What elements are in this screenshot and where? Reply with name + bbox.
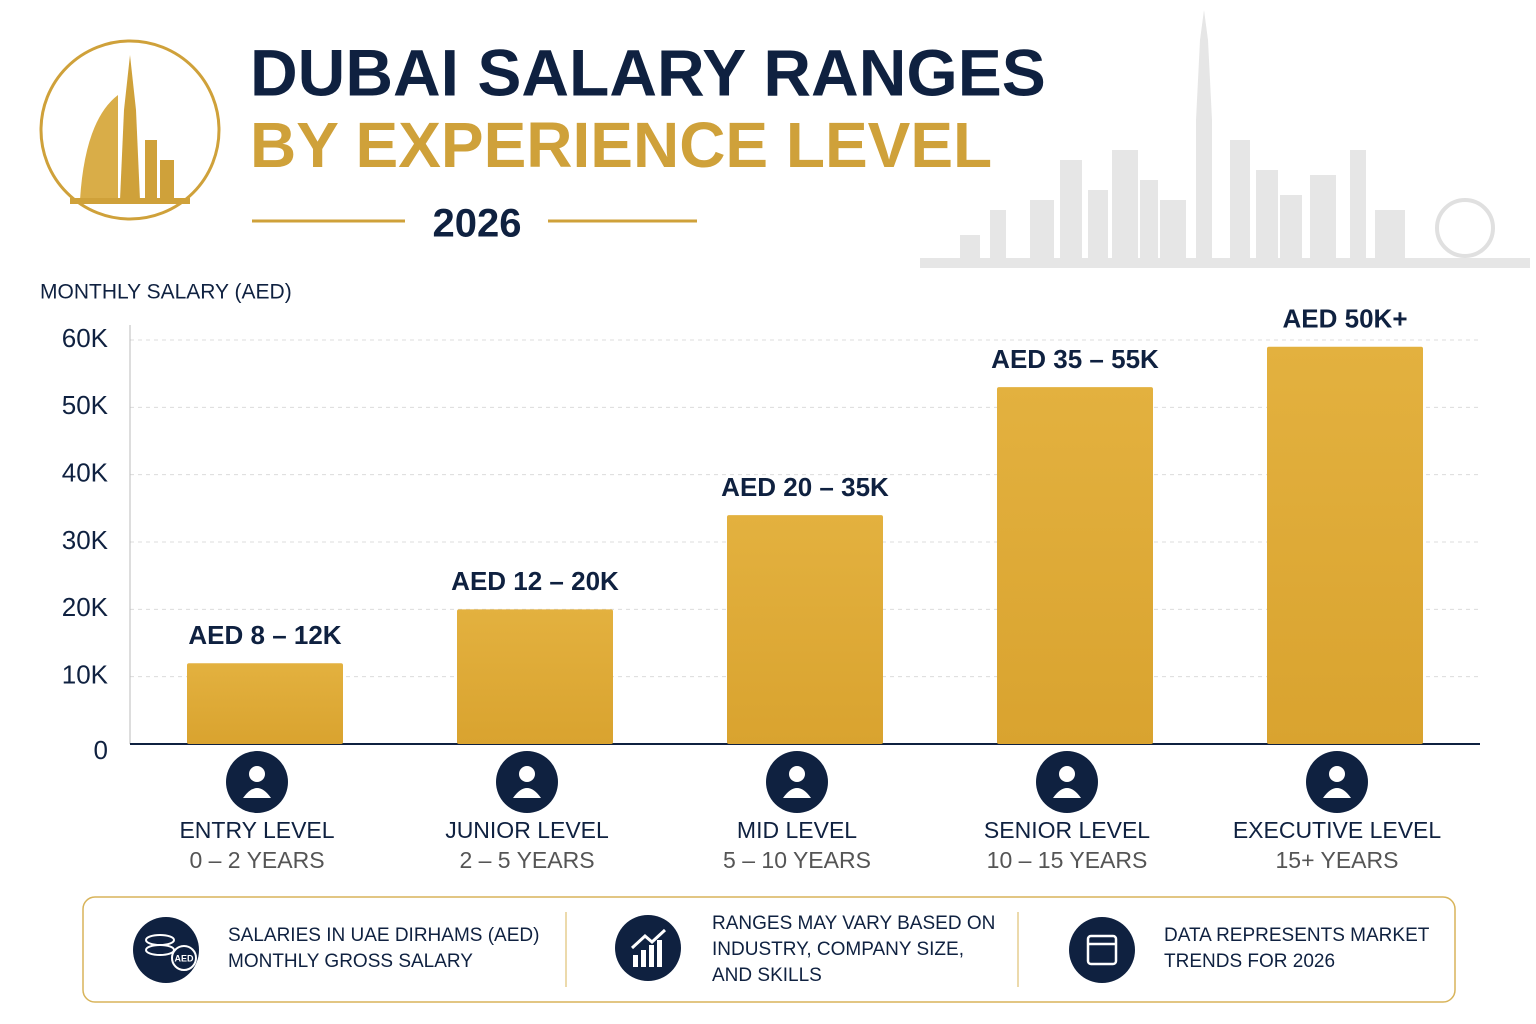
y-tick-label: 50K xyxy=(62,390,109,420)
subtitle: BY EXPERIENCE LEVEL xyxy=(250,109,992,181)
icon-head xyxy=(519,766,535,782)
footer-note: SALARIES IN UAE DIRHAMS (AED) xyxy=(228,925,539,946)
level-icon xyxy=(1306,751,1368,813)
level-icon xyxy=(766,751,828,813)
range-label: AED 8 – 12K xyxy=(188,620,341,650)
range-label: AED 20 – 35K xyxy=(721,472,889,502)
experience-label: 15+ YEARS xyxy=(1276,847,1399,873)
icon-head xyxy=(789,766,805,782)
logo xyxy=(39,39,221,221)
icon-body xyxy=(243,788,271,798)
footer-note: DATA REPRESENTS MARKET xyxy=(1164,925,1430,946)
bar xyxy=(187,663,343,744)
bar xyxy=(1267,346,1423,744)
year: 2026 xyxy=(433,202,522,246)
experience-label: 0 – 2 YEARS xyxy=(189,847,324,873)
range-label: AED 35 – 55K xyxy=(991,344,1159,374)
icon-head xyxy=(1059,766,1075,782)
range-label: AED 50K+ xyxy=(1283,304,1408,334)
y-tick-label: 0 xyxy=(94,735,108,765)
x-tick-label: EXECUTIVE LEVEL xyxy=(1233,817,1442,843)
experience-label: 2 – 5 YEARS xyxy=(459,847,594,873)
y-tick-label: 20K xyxy=(62,592,109,622)
skyline xyxy=(920,10,1530,268)
icon-head xyxy=(249,766,265,782)
level-icon xyxy=(226,751,288,813)
y-tick-label: 60K xyxy=(62,323,109,353)
bar xyxy=(727,515,883,744)
footer-note: AND SKILLS xyxy=(712,965,822,986)
level-icon xyxy=(496,751,558,813)
x-tick-label: SENIOR LEVEL xyxy=(984,817,1150,843)
experience-label: 5 – 10 YEARS xyxy=(723,847,871,873)
icon-body xyxy=(1053,788,1081,798)
y-tick-label: 30K xyxy=(62,525,109,555)
footer-note: RANGES MAY VARY BASED ON xyxy=(712,913,995,934)
footer-note: MONTHLY GROSS SALARY xyxy=(228,951,473,972)
experience-label: 10 – 15 YEARS xyxy=(987,847,1148,873)
icon-head xyxy=(1329,766,1345,782)
footer-note: INDUSTRY, COMPANY SIZE, xyxy=(712,939,964,960)
x-tick-label: JUNIOR LEVEL xyxy=(445,817,609,843)
y-tick-label: 10K xyxy=(62,660,109,690)
footer-icon xyxy=(1069,917,1135,983)
icon-body xyxy=(783,788,811,798)
range-label: AED 12 – 20K xyxy=(451,566,619,596)
footer-note: TRENDS FOR 2026 xyxy=(1164,951,1335,972)
x-tick-label: ENTRY LEVEL xyxy=(179,817,334,843)
bar xyxy=(997,387,1153,744)
y-axis-title: MONTHLY SALARY (AED) xyxy=(40,281,292,304)
icon-body xyxy=(1323,788,1351,798)
footer-icon xyxy=(615,915,681,981)
footer-icon: AED xyxy=(133,917,199,983)
level-icon xyxy=(1036,751,1098,813)
y-tick-label: 40K xyxy=(62,458,109,488)
icon-label: AED xyxy=(174,953,194,963)
bar xyxy=(457,609,613,744)
title: DUBAI SALARY RANGES xyxy=(250,35,1046,109)
icon-body xyxy=(513,788,541,798)
x-tick-label: MID LEVEL xyxy=(737,817,857,843)
